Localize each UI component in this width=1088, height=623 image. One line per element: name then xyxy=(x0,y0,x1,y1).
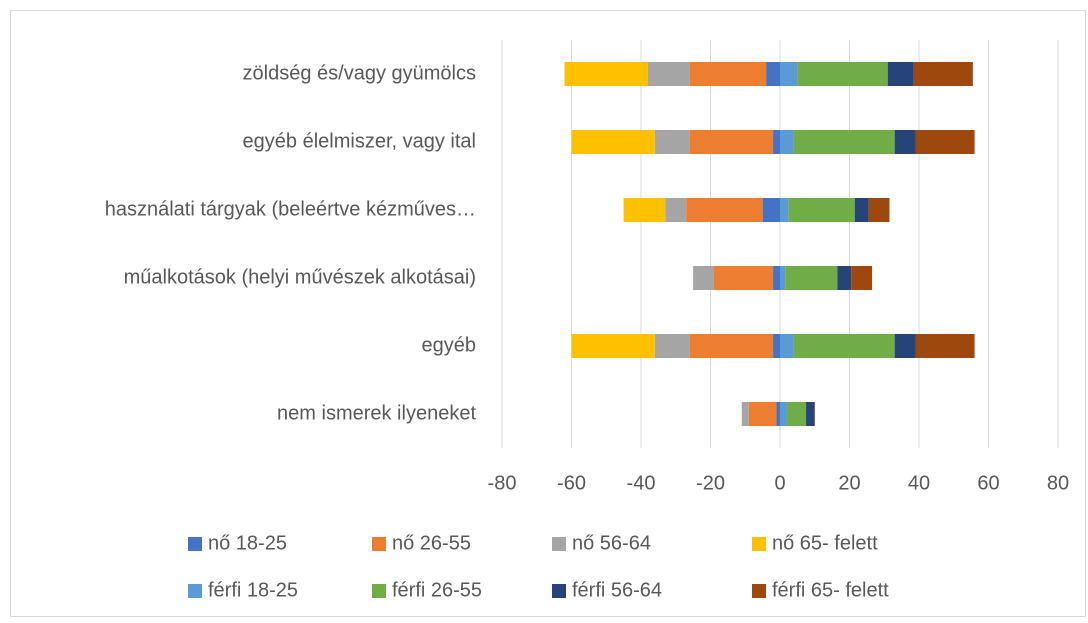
legend-swatch xyxy=(752,537,766,551)
bar xyxy=(780,130,794,154)
bar xyxy=(780,266,786,290)
bar xyxy=(837,266,852,290)
bar xyxy=(564,62,648,86)
y-tick-label: használati tárgyak (beleértve kézműves… xyxy=(105,198,476,220)
legend-swatch xyxy=(552,584,566,598)
legend-swatch xyxy=(752,584,766,598)
bar xyxy=(793,334,895,358)
bar xyxy=(887,62,914,86)
bar xyxy=(686,198,763,222)
legend-label: férfi 26-55 xyxy=(392,579,482,601)
bar xyxy=(766,62,780,86)
bar xyxy=(868,198,890,222)
x-tick-label: -40 xyxy=(627,472,656,494)
bar xyxy=(913,62,973,86)
y-tick-label: egyéb élelmiszer, vagy ital xyxy=(243,130,476,152)
bar xyxy=(741,402,749,426)
bar xyxy=(693,266,714,290)
bar xyxy=(623,198,666,222)
bar xyxy=(894,130,916,154)
bar xyxy=(915,334,975,358)
legend-swatch xyxy=(372,537,386,551)
legend-label: nő 65- felett xyxy=(772,532,878,554)
bar xyxy=(788,198,855,222)
bar xyxy=(689,334,774,358)
bar xyxy=(793,130,895,154)
legend-label: nő 18-25 xyxy=(208,532,287,554)
bar xyxy=(786,402,807,426)
bar xyxy=(780,334,794,358)
bar xyxy=(780,402,787,426)
bar xyxy=(894,334,916,358)
bar xyxy=(806,402,815,426)
x-tick-label: 40 xyxy=(908,472,930,494)
bar xyxy=(748,402,777,426)
y-tick-label: nem ismerek ilyeneket xyxy=(277,402,476,424)
x-tick-label: -80 xyxy=(488,472,517,494)
legend-swatch xyxy=(188,584,202,598)
x-tick-label: 80 xyxy=(1047,472,1069,494)
legend-label: férfi 56-64 xyxy=(572,579,662,601)
bar xyxy=(689,62,767,86)
y-tick-label: zöldség és/vagy gyümölcs xyxy=(243,62,476,84)
bar xyxy=(665,198,687,222)
bar xyxy=(915,130,975,154)
bar xyxy=(713,266,774,290)
legend-swatch xyxy=(372,584,386,598)
bar xyxy=(773,130,780,154)
legend-label: nő 26-55 xyxy=(392,532,471,554)
legend-label: nő 56-64 xyxy=(572,532,651,554)
x-tick-label: 60 xyxy=(977,472,999,494)
bar xyxy=(776,402,780,426)
bar xyxy=(654,334,690,358)
x-tick-label: -20 xyxy=(696,472,725,494)
bar xyxy=(762,198,780,222)
bar xyxy=(851,266,873,290)
legend-swatch xyxy=(552,537,566,551)
bar xyxy=(780,62,798,86)
bar xyxy=(689,130,774,154)
bar xyxy=(780,198,789,222)
x-tick-label: -60 xyxy=(557,472,586,494)
bar xyxy=(571,334,655,358)
x-tick-label: 0 xyxy=(774,472,785,494)
bar xyxy=(571,130,655,154)
x-tick-label: 20 xyxy=(838,472,860,494)
legend-swatch xyxy=(188,537,202,551)
y-tick-label: műalkotások (helyi művészek alkotásai) xyxy=(124,266,476,288)
bar xyxy=(797,62,888,86)
bar xyxy=(647,62,690,86)
chart-border xyxy=(10,10,1086,617)
bar xyxy=(854,198,869,222)
bar xyxy=(785,266,838,290)
legend-label: férfi 18-25 xyxy=(208,579,298,601)
bar xyxy=(654,130,690,154)
bar xyxy=(773,334,780,358)
legend-label: férfi 65- felett xyxy=(772,579,889,601)
bar xyxy=(773,266,780,290)
y-tick-label: egyéb xyxy=(422,334,477,356)
